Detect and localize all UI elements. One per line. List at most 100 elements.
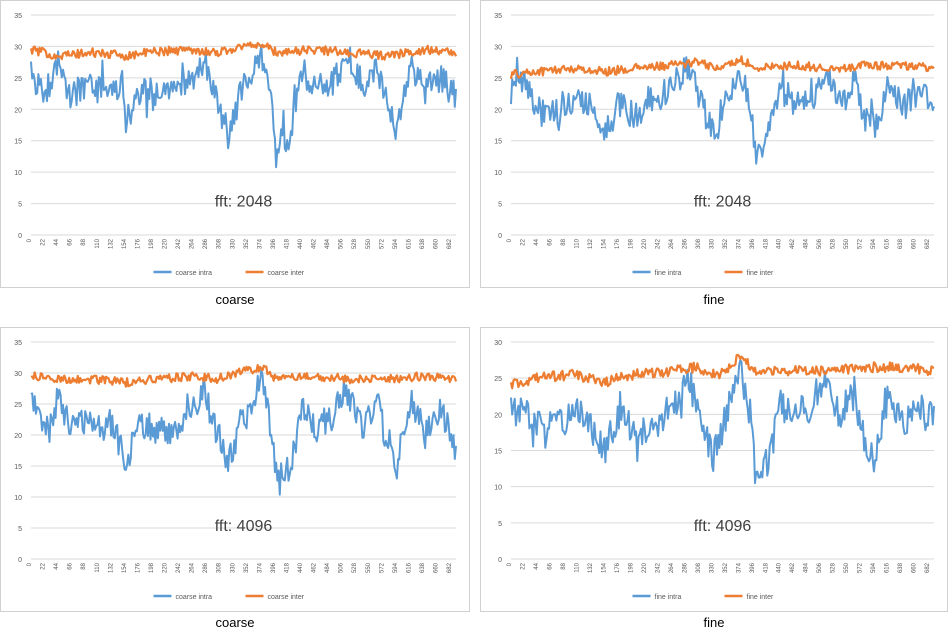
x-tick-label: 550 xyxy=(366,562,372,573)
x-tick-label: 88 xyxy=(81,562,87,569)
x-tick-label: 88 xyxy=(561,562,567,569)
x-tick-label: 418 xyxy=(763,562,769,573)
series-line-intra xyxy=(30,368,457,496)
x-tick-label: 308 xyxy=(217,238,223,249)
x-tick-label: 88 xyxy=(81,238,87,245)
y-tick-label: 30 xyxy=(494,340,502,347)
fft-annotation: fft: 4096 xyxy=(215,518,273,535)
x-tick-label: 198 xyxy=(628,238,634,249)
x-tick-label: 110 xyxy=(574,562,580,572)
x-tick-label: 264 xyxy=(190,562,196,573)
x-tick-label: 352 xyxy=(723,562,729,573)
x-tick-label: 396 xyxy=(750,562,756,573)
x-tick-label: 242 xyxy=(176,238,182,249)
y-tick-label: 5 xyxy=(18,202,22,209)
x-tick-label: 22 xyxy=(41,562,47,569)
x-tick-label: 176 xyxy=(615,238,621,249)
x-tick-label: 132 xyxy=(588,238,594,249)
x-tick-label: 264 xyxy=(190,238,196,249)
x-tick-label: 22 xyxy=(520,562,526,569)
x-tick-label: 572 xyxy=(379,238,385,249)
chart-svg: 0 5 10 15 20 25 30 35 0 22 44 66 88 110 132 154 176 198 22… xyxy=(14,13,458,277)
x-tick-label: 638 xyxy=(420,562,426,573)
x-tick-label: 330 xyxy=(230,238,236,249)
x-tick-label: 572 xyxy=(858,238,864,249)
x-tick-label: 594 xyxy=(393,562,399,573)
y-tick-label: 15 xyxy=(494,449,502,456)
x-tick-label: 594 xyxy=(393,238,399,249)
x-tick-label: 440 xyxy=(777,238,783,249)
x-tick-label: 220 xyxy=(642,562,648,573)
x-tick-label: 550 xyxy=(844,238,850,249)
y-tick-label: 0 xyxy=(498,233,502,240)
x-tick-label: 616 xyxy=(885,562,891,573)
y-tick-label: 20 xyxy=(494,412,502,419)
legend-label-intra: fine intra xyxy=(655,270,682,277)
x-tick-label: 638 xyxy=(420,238,426,249)
y-tick-label: 5 xyxy=(18,526,22,533)
legend-label-inter: coarse inter xyxy=(268,594,305,601)
x-tick-label: 484 xyxy=(804,562,810,573)
x-tick-label: 22 xyxy=(41,238,47,245)
x-tick-label: 484 xyxy=(325,562,331,573)
x-tick-label: 440 xyxy=(298,238,304,249)
x-tick-label: 0 xyxy=(507,238,513,242)
x-tick-label: 308 xyxy=(696,238,702,249)
chart-frame xyxy=(0,0,470,288)
x-tick-label: 44 xyxy=(54,562,60,569)
x-tick-label: 418 xyxy=(284,562,290,573)
x-tick-label: 484 xyxy=(325,238,331,249)
x-tick-label: 462 xyxy=(790,562,796,573)
y-tick-label: 10 xyxy=(494,170,502,177)
x-tick-label: 198 xyxy=(628,562,634,573)
y-tick-label: 0 xyxy=(498,557,502,564)
series-line-inter xyxy=(30,363,458,388)
x-tick-label: 462 xyxy=(312,562,318,573)
series-line-inter xyxy=(509,55,935,80)
x-tick-label: 264 xyxy=(669,562,675,573)
x-tick-label: 682 xyxy=(925,562,931,573)
chart-panel-fine-2048: 0 5 10 15 20 25 30 35 0 22 44 66 88 110 132 154 176 198 22… xyxy=(480,0,950,310)
chart-caption: coarse xyxy=(215,292,255,307)
y-tick-label: 25 xyxy=(494,76,502,83)
x-tick-label: 352 xyxy=(723,238,729,249)
x-tick-label: 308 xyxy=(696,562,702,573)
x-tick-label: 396 xyxy=(750,238,756,249)
x-tick-label: 66 xyxy=(68,238,74,245)
legend-label-inter: fine inter xyxy=(747,270,775,277)
y-tick-label: 10 xyxy=(14,170,22,177)
chart-frame xyxy=(480,0,948,288)
x-tick-label: 242 xyxy=(655,562,661,573)
x-tick-label: 616 xyxy=(406,562,412,573)
x-tick-label: 528 xyxy=(831,562,837,573)
x-tick-label: 132 xyxy=(108,238,114,249)
x-tick-label: 374 xyxy=(736,238,742,249)
x-tick-label: 418 xyxy=(763,238,769,249)
x-tick-label: 330 xyxy=(230,562,236,573)
y-tick-label: 30 xyxy=(14,371,22,378)
x-tick-label: 660 xyxy=(434,238,440,249)
x-tick-label: 198 xyxy=(149,238,155,249)
chart-caption: fine xyxy=(703,292,725,307)
x-tick-label: 220 xyxy=(642,238,648,249)
fft-annotation: fft: 2048 xyxy=(694,193,752,210)
x-tick-label: 286 xyxy=(203,562,209,573)
legend-label-inter: coarse inter xyxy=(268,270,305,277)
series-line-inter xyxy=(29,41,458,62)
x-tick-label: 110 xyxy=(95,238,101,248)
y-tick-label: 30 xyxy=(494,44,502,51)
x-tick-label: 616 xyxy=(885,238,891,249)
y-tick-label: 10 xyxy=(494,485,502,492)
x-tick-label: 506 xyxy=(817,238,823,249)
y-tick-label: 15 xyxy=(494,139,502,146)
x-tick-label: 418 xyxy=(284,238,290,249)
y-tick-label: 15 xyxy=(14,139,22,146)
x-tick-label: 462 xyxy=(790,238,796,249)
x-tick-label: 396 xyxy=(271,238,277,249)
x-tick-label: 528 xyxy=(352,562,358,573)
x-tick-label: 154 xyxy=(122,238,128,249)
x-tick-label: 286 xyxy=(682,238,688,249)
x-tick-label: 330 xyxy=(709,562,715,573)
x-tick-label: 374 xyxy=(257,562,263,573)
x-tick-label: 264 xyxy=(669,238,675,249)
